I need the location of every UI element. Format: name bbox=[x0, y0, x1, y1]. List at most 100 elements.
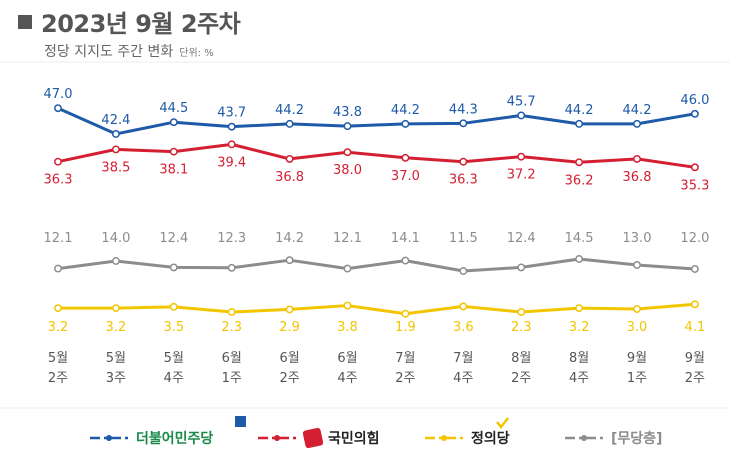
data-point bbox=[54, 157, 62, 166]
data-label: 12.4 bbox=[507, 231, 536, 246]
x-tick-week: 2주 bbox=[511, 371, 531, 386]
data-label: 43.8 bbox=[333, 105, 362, 120]
data-point bbox=[401, 119, 410, 128]
data-point bbox=[401, 309, 410, 318]
x-tick-week: 2주 bbox=[685, 371, 705, 386]
data-point bbox=[575, 304, 584, 313]
data-label: 14.5 bbox=[565, 231, 594, 246]
legend-logo-icon bbox=[235, 416, 246, 427]
series-line-3 bbox=[57, 257, 696, 273]
data-point bbox=[575, 255, 584, 263]
data-label: 12.4 bbox=[159, 231, 188, 246]
data-point bbox=[169, 147, 178, 156]
data-point bbox=[401, 256, 410, 265]
x-tick-week: 2주 bbox=[48, 371, 68, 386]
data-point bbox=[517, 308, 526, 316]
subtitle-row: 정당 지지도 주간 변화 단위: % bbox=[44, 41, 240, 61]
data-point bbox=[227, 263, 236, 272]
x-tick-month: 6월 bbox=[222, 351, 242, 366]
data-point bbox=[633, 261, 641, 269]
data-label: 42.4 bbox=[101, 113, 130, 128]
legend-label: 더불어민주당 bbox=[136, 430, 213, 447]
x-tick-month: 9월 bbox=[627, 351, 647, 366]
data-point bbox=[111, 257, 120, 265]
series-0: 47.0 42.4 44.5 43.7 44.2 43.8 44.2 44.3 45.7 44.2… bbox=[44, 87, 709, 138]
data-label: 36.8 bbox=[623, 170, 652, 185]
data-label: 46.0 bbox=[680, 93, 709, 108]
x-tick-week: 1주 bbox=[222, 371, 242, 386]
data-label: 3.6 bbox=[453, 320, 474, 335]
data-point bbox=[575, 119, 584, 128]
data-point bbox=[227, 122, 236, 131]
data-label: 14.0 bbox=[101, 231, 130, 246]
x-tick-month: 7월 bbox=[453, 351, 473, 366]
data-point bbox=[690, 265, 699, 273]
data-point bbox=[690, 163, 699, 172]
data-point bbox=[285, 305, 294, 314]
data-point bbox=[459, 119, 468, 128]
x-tick-month: 7월 bbox=[395, 351, 415, 366]
x-tick-week: 4주 bbox=[569, 371, 589, 386]
data-label: 43.7 bbox=[217, 106, 246, 121]
data-label: 3.2 bbox=[569, 320, 590, 335]
legend-label: 국민의힘 bbox=[328, 430, 380, 447]
title-square-icon bbox=[18, 14, 32, 29]
x-tick-month: 9월 bbox=[685, 351, 705, 366]
data-point bbox=[690, 300, 699, 309]
data-point bbox=[54, 304, 62, 313]
data-point bbox=[343, 301, 352, 310]
chart-subtitle: 정당 지지도 주간 변화 bbox=[44, 44, 174, 60]
data-label: 45.7 bbox=[507, 94, 536, 109]
data-label: 36.3 bbox=[449, 173, 478, 188]
data-point bbox=[285, 256, 294, 265]
data-point bbox=[633, 119, 641, 128]
data-point bbox=[690, 109, 699, 118]
data-label: 39.4 bbox=[217, 155, 246, 170]
data-label: 44.2 bbox=[391, 103, 420, 118]
legend: 더불어민주당 국민의힘 정의당 [무당층] bbox=[90, 416, 662, 449]
data-point bbox=[227, 308, 236, 316]
series-1: 36.3 38.5 38.1 39.4 36.8 38.0 37.0 36.3 37.2 36.2… bbox=[44, 140, 709, 193]
data-label: 44.5 bbox=[159, 101, 188, 116]
data-label: 36.8 bbox=[275, 170, 304, 185]
data-point bbox=[111, 304, 120, 313]
x-tick-week: 2주 bbox=[395, 371, 415, 386]
data-label: 35.3 bbox=[680, 178, 709, 193]
x-tick-month: 5월 bbox=[106, 351, 126, 366]
data-point bbox=[517, 263, 526, 272]
data-point bbox=[169, 263, 178, 272]
data-point bbox=[285, 154, 294, 163]
data-label: 4.1 bbox=[685, 320, 706, 335]
data-label: 14.1 bbox=[391, 231, 420, 246]
data-point bbox=[54, 264, 62, 273]
x-tick-month: 5월 bbox=[48, 351, 68, 366]
data-point bbox=[54, 104, 62, 113]
series-3: 12.1 14.0 12.4 12.3 14.2 12.1 14.1 11.5 12.4 14.5… bbox=[44, 231, 709, 275]
data-point bbox=[343, 264, 352, 273]
data-point bbox=[459, 267, 468, 275]
legend-check-icon bbox=[496, 417, 509, 430]
data-label: 2.3 bbox=[221, 320, 242, 335]
data-label: 38.5 bbox=[101, 160, 130, 175]
x-tick-month: 5월 bbox=[164, 351, 184, 366]
legend-marker bbox=[274, 435, 280, 441]
data-point bbox=[343, 148, 352, 157]
data-point bbox=[227, 140, 236, 149]
data-label: 1.9 bbox=[395, 320, 416, 335]
data-label: 44.3 bbox=[449, 102, 478, 117]
data-label: 12.1 bbox=[333, 231, 362, 246]
data-label: 37.2 bbox=[507, 168, 536, 183]
data-label: 47.0 bbox=[44, 87, 73, 102]
data-label: 13.0 bbox=[623, 231, 652, 246]
data-label: 3.5 bbox=[163, 320, 184, 335]
x-tick-week: 4주 bbox=[453, 371, 473, 386]
legend-marker bbox=[581, 435, 587, 441]
data-label: 44.2 bbox=[623, 103, 652, 118]
legend-marker bbox=[441, 435, 447, 441]
chart-header: 2023년 9월 2주차 정당 지지도 주간 변화 단위: % bbox=[18, 4, 241, 61]
x-tick-week: 2주 bbox=[279, 371, 299, 386]
data-label: 3.2 bbox=[106, 320, 127, 335]
data-label: 11.5 bbox=[449, 231, 478, 246]
data-label: 12.3 bbox=[217, 231, 246, 246]
